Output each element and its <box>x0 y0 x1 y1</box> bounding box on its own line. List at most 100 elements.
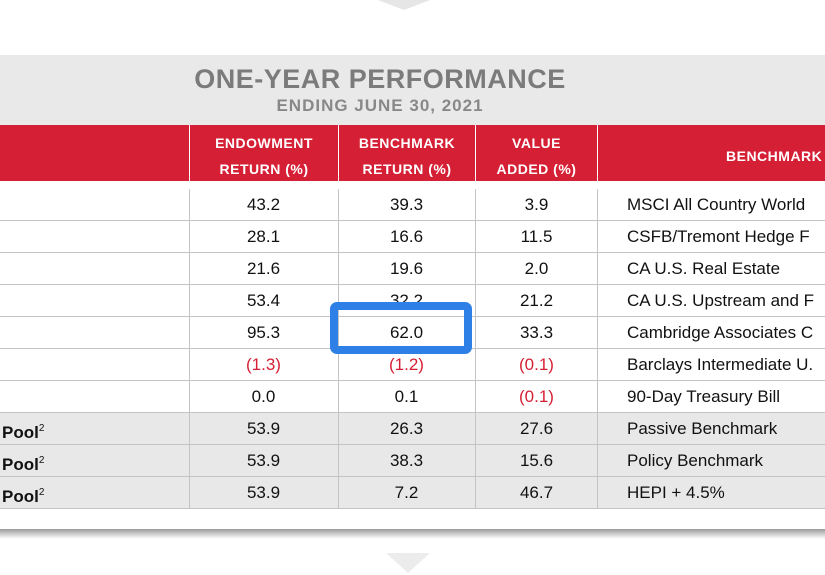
benchmark-name-cell: CA U.S. Upstream and F <box>597 285 825 316</box>
endowment-return-cell: 21.6 <box>189 253 337 284</box>
column-divider <box>189 125 190 181</box>
endowment-return-cell-text: 21.6 <box>246 259 281 278</box>
value-added-header: VALUE ADDED (%) <box>496 135 577 177</box>
endowment-return-cell-text: 53.9 <box>246 419 281 438</box>
value-added-cell: (0.1) <box>475 381 597 412</box>
benchmark-return-cell: 7.2 <box>338 477 474 508</box>
benchmark-return-cell: 39.3 <box>338 189 474 220</box>
benchmark-name-cell-text: CA U.S. Upstream and F <box>627 291 815 310</box>
benchmark-name-cell: Barclays Intermediate U. <box>597 349 825 380</box>
benchmark-return-cell: 38.3 <box>338 445 474 476</box>
endowment-return-cell-text: 53.9 <box>246 451 281 470</box>
table-row: Pool2 53.9 26.3 27.6 Passive Benchmark <box>0 413 825 445</box>
value-added-cell: 2.0 <box>475 253 597 284</box>
endowment-return-cell-text: (1.3) <box>246 355 281 374</box>
benchmark-return-cell-text: (1.2) <box>389 355 424 374</box>
row-label-text: Pool <box>2 423 39 442</box>
benchmark-return-cell: (1.2) <box>338 349 474 380</box>
benchmark-name-cell-text: Barclays Intermediate U. <box>627 355 814 374</box>
value-added-cell-text: 11.5 <box>520 227 553 246</box>
value-added-cell: 15.6 <box>475 445 597 476</box>
benchmark-return-cell-text: 0.1 <box>394 387 419 406</box>
endowment-return-cell: 53.9 <box>189 445 337 476</box>
endowment-return-cell: 95.3 <box>189 317 337 348</box>
endowment-return-cell: 28.1 <box>189 221 337 252</box>
endowment-return-cell: 43.2 <box>189 189 337 220</box>
benchmark-return-cell-text: 7.2 <box>394 483 419 502</box>
column-divider <box>475 125 476 181</box>
benchmark-name-cell-text: Cambridge Associates C <box>627 323 814 342</box>
benchmark-name-cell-text: MSCI All Country World <box>627 195 806 214</box>
scroll-down-arrow-icon <box>386 553 430 573</box>
endowment-return-header: ENDOWMENT RETURN (%) <box>215 135 313 177</box>
benchmark-return-cell: 26.3 <box>338 413 474 444</box>
benchmark-return-cell: 62.0 <box>338 317 474 348</box>
endowment-return-cell: 53.9 <box>189 413 337 444</box>
benchmark-name-cell: HEPI + 4.5% <box>597 477 825 508</box>
benchmark-name-cell: 90-Day Treasury Bill <box>597 381 825 412</box>
value-added-cell: 46.7 <box>475 477 597 508</box>
value-added-cell-text: 3.9 <box>524 195 549 214</box>
benchmark-name-cell: Cambridge Associates C <box>597 317 825 348</box>
benchmark-name-cell: CSFB/Tremont Hedge F <box>597 221 825 252</box>
benchmark-return-header: BENCHMARK RETURN (%) <box>358 135 456 177</box>
value-added-cell-text: 27.6 <box>519 419 554 438</box>
benchmark-name-cell-text: Policy Benchmark <box>627 451 764 470</box>
value-added-cell: 27.6 <box>475 413 597 444</box>
value-added-cell: 3.9 <box>475 189 597 220</box>
value-added-cell: 11.5 <box>475 221 597 252</box>
benchmark-name-cell-text: Passive Benchmark <box>627 419 778 438</box>
benchmark-return-cell-text: 19.6 <box>389 259 424 278</box>
endowment-return-cell-text: 95.3 <box>246 323 281 342</box>
benchmark-return-cell: 16.6 <box>338 221 474 252</box>
row-label <box>0 349 186 380</box>
benchmark-name-cell-text: HEPI + 4.5% <box>627 483 725 502</box>
table-row: 28.1 16.6 11.5 CSFB/Tremont Hedge F <box>0 221 825 253</box>
benchmark-name-cell-text: CA U.S. Real Estate <box>627 259 781 278</box>
benchmark-return-cell-text: 62.0 <box>389 323 424 342</box>
row-label: Pool2 <box>0 445 186 476</box>
endowment-return-cell: 0.0 <box>189 381 337 412</box>
table-row: 21.6 19.6 2.0 CA U.S. Real Estate <box>0 253 825 285</box>
table-row: Pool2 53.9 7.2 46.7 HEPI + 4.5% <box>0 477 825 509</box>
endowment-return-cell: 53.9 <box>189 477 337 508</box>
row-label <box>0 221 186 252</box>
value-added-cell-text: 15.6 <box>519 451 554 470</box>
table-row: (1.3) (1.2) (0.1) Barclays Intermediate U. <box>0 349 825 381</box>
row-label: Pool2 <box>0 477 186 508</box>
endowment-return-cell-text: 53.9 <box>246 483 281 502</box>
footnote-marker: 2 <box>38 487 45 498</box>
table-title: ONE-YEAR PERFORMANCE <box>194 64 566 94</box>
column-header-row <box>0 125 825 181</box>
row-label <box>0 317 186 348</box>
table-header-band <box>0 55 825 125</box>
benchmark-return-cell-text: 26.3 <box>389 419 424 438</box>
benchmark-name-header: BENCHMARK <box>726 148 823 164</box>
value-added-cell-text: 46.7 <box>519 483 554 502</box>
endowment-return-cell: (1.3) <box>189 349 337 380</box>
column-divider <box>338 125 339 181</box>
table-row: Pool2 53.9 38.3 15.6 Policy Benchmark <box>0 445 825 477</box>
benchmark-return-cell-text: 39.3 <box>389 195 424 214</box>
row-label <box>0 285 186 316</box>
value-added-cell: 33.3 <box>475 317 597 348</box>
row-label <box>0 189 186 220</box>
benchmark-name-cell-text: 90-Day Treasury Bill <box>627 387 781 406</box>
value-added-cell: 21.2 <box>475 285 597 316</box>
benchmark-return-cell-text: 16.6 <box>389 227 424 246</box>
benchmark-return-cell: 19.6 <box>338 253 474 284</box>
row-label: Pool2 <box>0 413 186 444</box>
column-divider <box>597 125 598 181</box>
card-shadow <box>0 529 825 539</box>
benchmark-name-cell: Passive Benchmark <box>597 413 825 444</box>
value-added-cell-text: (0.1) <box>519 355 554 374</box>
endowment-return-cell-text: 43.2 <box>246 195 281 214</box>
row-label <box>0 253 186 284</box>
value-added-cell-text: 33.3 <box>519 323 554 342</box>
value-added-cell-text: 21.2 <box>519 291 554 310</box>
table-row: 43.2 39.3 3.9 MSCI All Country World <box>0 189 825 221</box>
endowment-return-cell-text: 0.0 <box>251 387 276 406</box>
highlight-box <box>330 302 472 354</box>
endowment-return-cell-text: 53.4 <box>246 291 281 310</box>
benchmark-name-cell: Policy Benchmark <box>597 445 825 476</box>
